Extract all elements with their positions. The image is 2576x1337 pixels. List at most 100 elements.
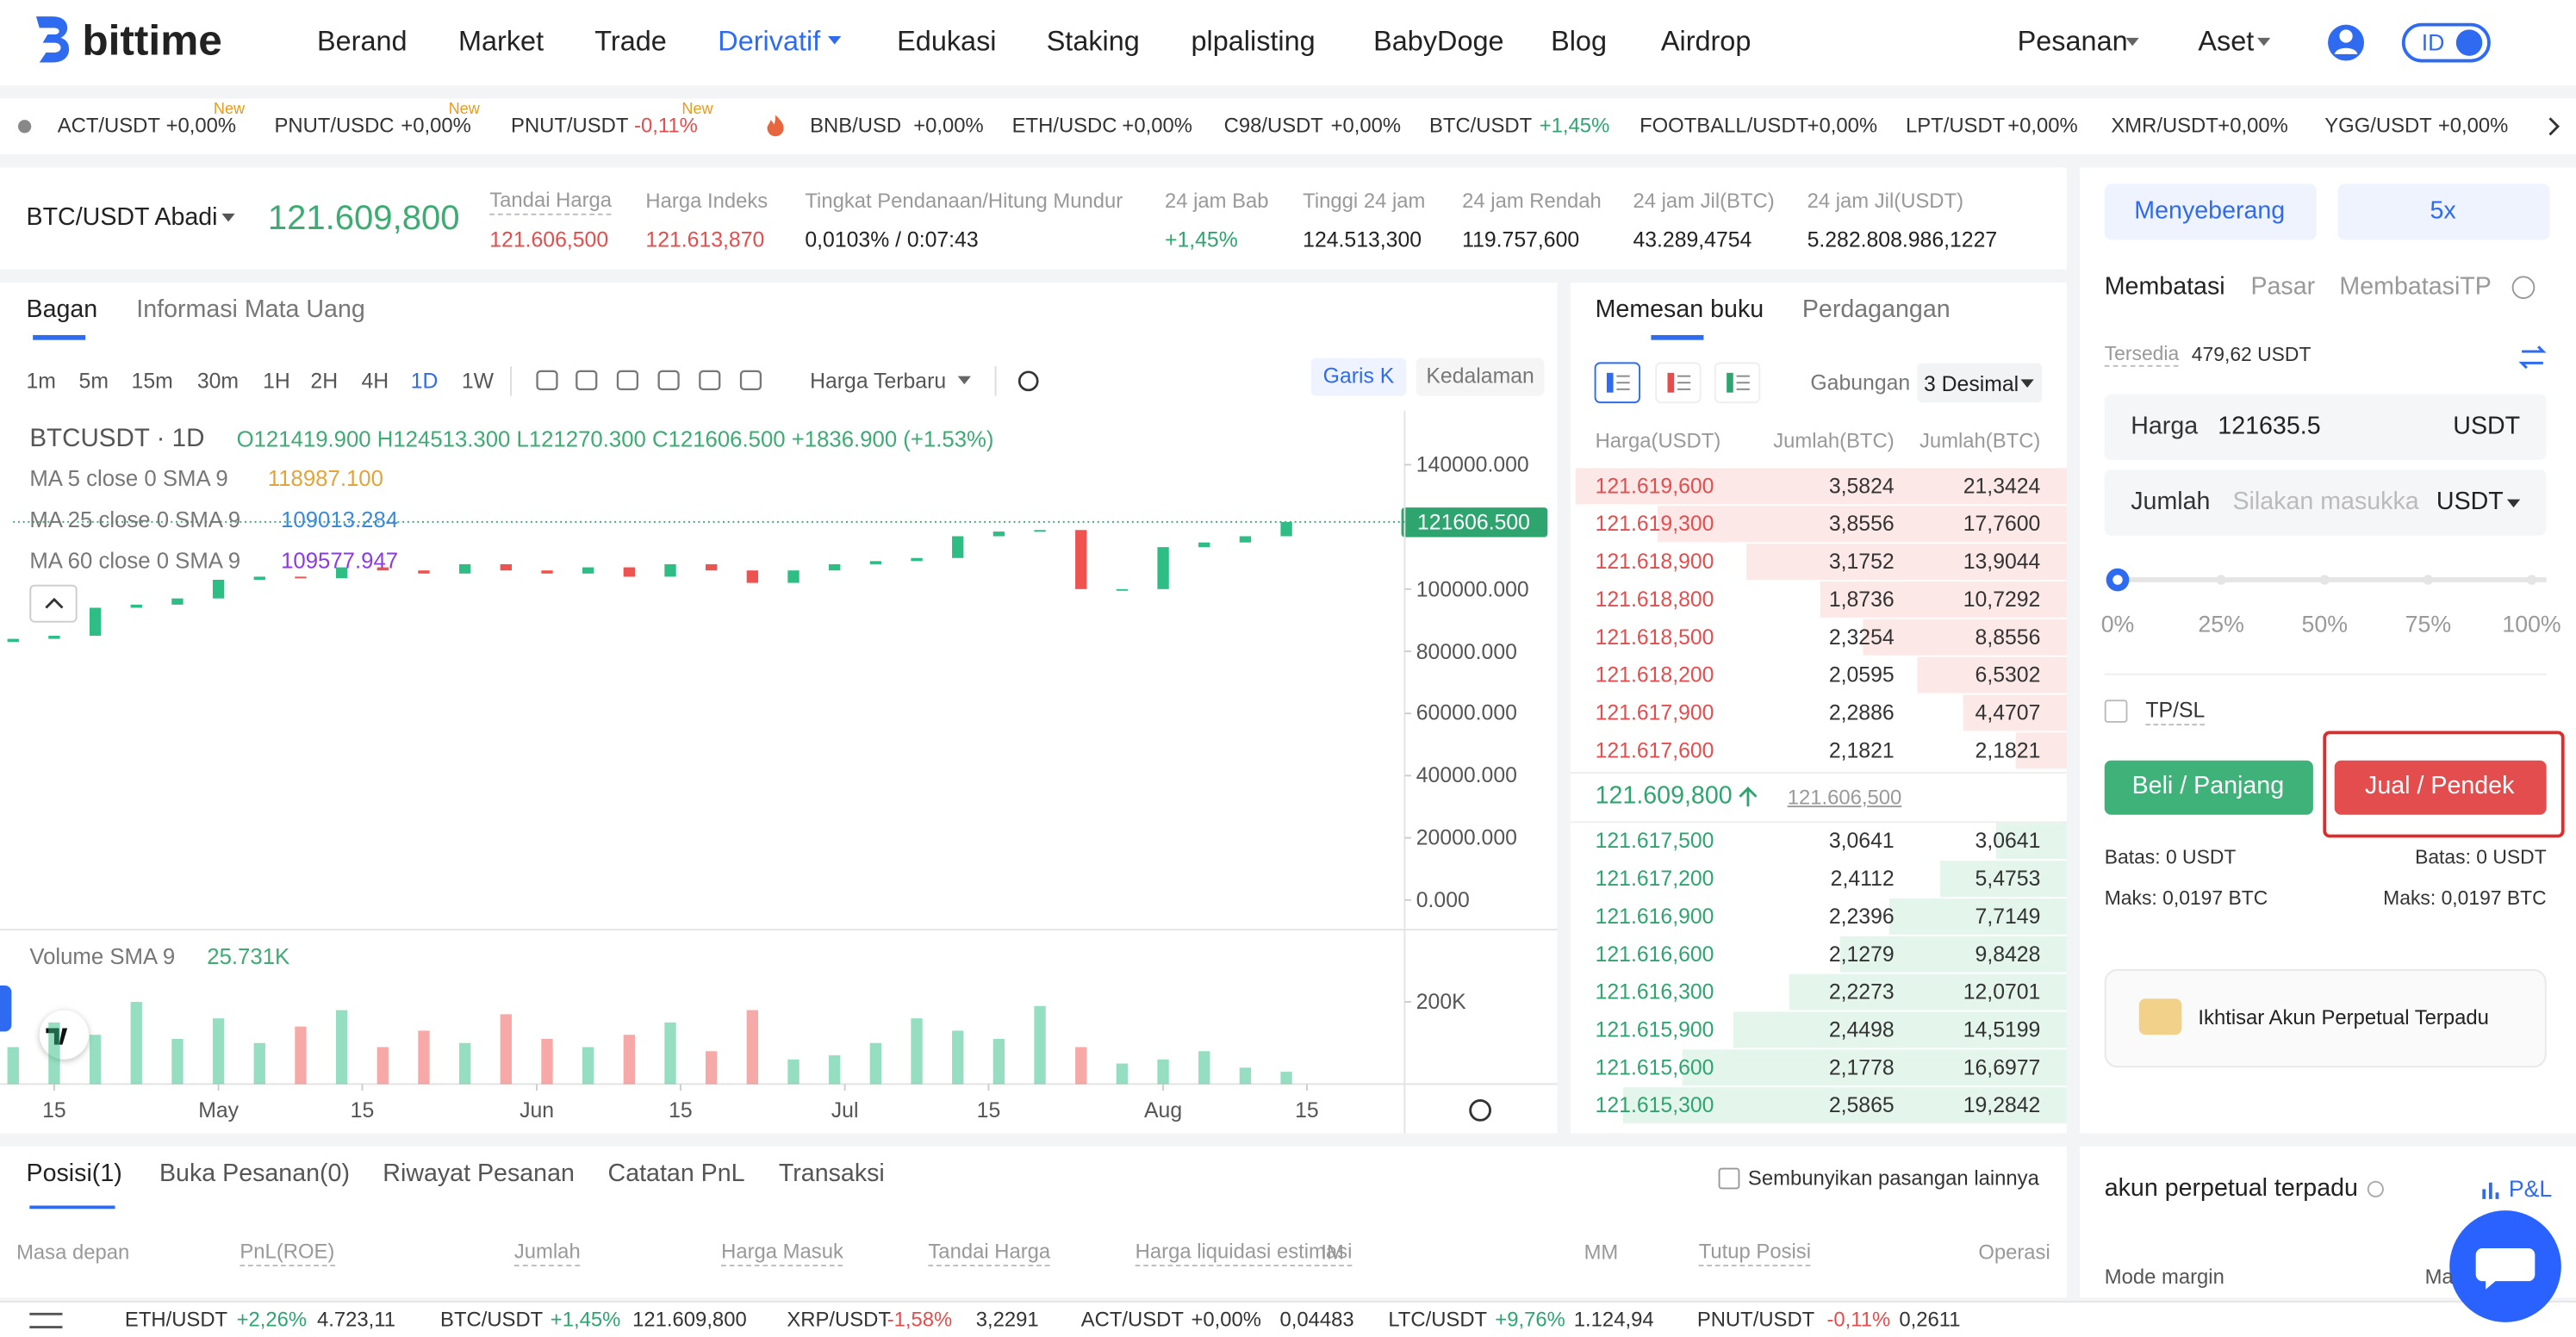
nav-item[interactable]: plpalisting xyxy=(1191,26,1316,58)
toolbar-icon[interactable] xyxy=(616,370,639,391)
nav-item[interactable]: Berand xyxy=(317,26,408,58)
price-source[interactable]: Harga Terbaru xyxy=(810,368,947,394)
ticker-pair[interactable]: LPT/USDT xyxy=(1905,114,2006,138)
position-tab[interactable]: Buka Pesanan(0) xyxy=(159,1160,350,1188)
tpsl[interactable]: TP/SL xyxy=(2145,698,2206,725)
bt-pair[interactable]: BTC/USDT xyxy=(440,1308,544,1332)
hide-others[interactable]: Sembunyikan pasangan lainnya xyxy=(1747,1166,2039,1191)
layout-icon[interactable] xyxy=(1655,362,1702,404)
ob-price[interactable]: 121.617,600 xyxy=(1595,737,1714,763)
ob-price[interactable]: 121.616,900 xyxy=(1595,904,1714,929)
tpsl-checkbox[interactable] xyxy=(2104,700,2128,723)
amount-input[interactable] xyxy=(2104,470,2547,536)
nav-item[interactable]: Airdrop xyxy=(1660,26,1752,58)
buy-button[interactable] xyxy=(2104,760,2313,815)
filter-icon[interactable] xyxy=(29,1312,63,1328)
ticker-arrow[interactable] xyxy=(2548,117,2560,136)
toolbar-icon[interactable] xyxy=(657,370,680,391)
interval[interactable]: 30m xyxy=(196,368,240,394)
toolbar-icon[interactable] xyxy=(536,370,558,391)
ob-price[interactable]: 121.616,600 xyxy=(1595,941,1714,967)
ticker-pair[interactable]: PNUT/USDT xyxy=(511,114,629,138)
margin-mode[interactable]: Menyeberang xyxy=(2134,196,2286,226)
interval[interactable]: 2H xyxy=(310,368,339,394)
ob-price[interactable]: 121.615,300 xyxy=(1595,1092,1714,1117)
nav-item[interactable]: Edukasi xyxy=(897,26,997,58)
position-tab[interactable]: Posisi(1) xyxy=(26,1160,122,1188)
nav-item[interactable]: Trade xyxy=(594,26,667,58)
view[interactable]: Garis K xyxy=(1322,363,1395,389)
settings-icon[interactable] xyxy=(1469,1099,1491,1122)
interval[interactable]: 5m xyxy=(78,368,109,394)
nav-item[interactable]: BabyDoge xyxy=(1373,26,1504,58)
sell-button[interactable] xyxy=(2334,760,2547,815)
nav-right[interactable]: Pesanan xyxy=(2017,26,2128,58)
view-button[interactable] xyxy=(1310,358,1407,396)
leverage[interactable]: 5x xyxy=(2430,196,2456,226)
nav-right[interactable]: Aset xyxy=(2198,26,2255,58)
percent[interactable]: 100% xyxy=(2502,610,2561,637)
lang-toggle[interactable] xyxy=(2401,22,2491,63)
toolbar-icon[interactable] xyxy=(739,370,762,391)
side-tab[interactable] xyxy=(0,985,12,1032)
ob-price[interactable]: 121.619,300 xyxy=(1595,511,1714,536)
ticker-pair[interactable]: YGG/USDT xyxy=(2324,114,2432,138)
bt-pair[interactable]: ETH/USDT xyxy=(124,1308,228,1332)
buy[interactable]: Beli / Panjang xyxy=(2131,772,2285,800)
bt-pair[interactable]: LTC/USDT xyxy=(1388,1308,1488,1332)
ticker-pair[interactable]: XMR/USDT xyxy=(2111,114,2218,138)
interval[interactable]: 1H xyxy=(263,368,290,394)
collapse-button[interactable] xyxy=(29,584,78,623)
reset-icon[interactable] xyxy=(1017,370,1039,392)
interval[interactable]: 1W xyxy=(461,368,495,394)
ob-price[interactable]: 121.616,300 xyxy=(1595,979,1714,1004)
nav-item[interactable]: Staking xyxy=(1046,26,1140,58)
position-tab[interactable]: Transaksi xyxy=(778,1160,885,1188)
order-type[interactable]: MembatasiTP xyxy=(2339,272,2492,301)
tab[interactable]: Perdagangan xyxy=(1801,295,1951,324)
layout-icon[interactable] xyxy=(1594,362,1641,404)
pair[interactable]: BTC/USDT Abadi xyxy=(26,203,218,232)
logo-icon[interactable] xyxy=(35,16,70,63)
ob-price[interactable]: 121.615,900 xyxy=(1595,1017,1714,1042)
ob-price[interactable]: 121.618,800 xyxy=(1595,587,1714,612)
ob-price[interactable]: 121.617,500 xyxy=(1595,828,1714,853)
ticker-pair[interactable]: FOOTBALL/USDT xyxy=(1640,114,1809,138)
ob-price[interactable]: 121.615,600 xyxy=(1595,1054,1714,1080)
pnl[interactable]: P&L xyxy=(2508,1175,2553,1202)
ticker-pair[interactable]: ACT/USDT xyxy=(57,114,160,138)
sell[interactable]: Jual / Pendek xyxy=(2365,772,2515,800)
percent[interactable]: 75% xyxy=(2405,610,2452,637)
hide-checkbox[interactable] xyxy=(1718,1167,1740,1190)
interval[interactable]: 1D xyxy=(410,368,439,394)
margin-button[interactable] xyxy=(2104,183,2317,240)
ticker-pair[interactable]: ETH/USDC xyxy=(1011,114,1117,138)
ob-price[interactable]: 121.619,600 xyxy=(1595,473,1714,499)
toggle-knob[interactable] xyxy=(2455,29,2483,56)
ob-price[interactable]: 121.617,200 xyxy=(1595,866,1714,891)
eye-icon[interactable] xyxy=(2367,1180,2384,1197)
ob-price[interactable]: 121.618,500 xyxy=(1595,624,1714,650)
decimals[interactable]: 3 Desimal xyxy=(1923,371,2019,396)
decimals-dropdown[interactable] xyxy=(1917,363,2043,403)
nav-item[interactable]: Blog xyxy=(1551,26,1607,58)
overview[interactable]: Ikhtisar Akun Perpetual Terpadu xyxy=(2198,1005,2489,1029)
nav-item[interactable]: Derivatif xyxy=(718,26,821,58)
ob-price[interactable]: 121.617,900 xyxy=(1595,700,1714,725)
ob-price[interactable]: 121.618,200 xyxy=(1595,662,1714,687)
toolbar-icon[interactable] xyxy=(699,370,721,391)
interval[interactable]: 15m xyxy=(131,368,173,394)
ticker-pair[interactable]: C98/USDT xyxy=(1223,114,1323,138)
order-type[interactable]: Membatasi xyxy=(2104,272,2225,301)
bt-pair[interactable]: ACT/USDT xyxy=(1080,1308,1184,1332)
position-tab[interactable]: Catatan PnL xyxy=(607,1160,745,1188)
tab[interactable]: Memesan buku xyxy=(1595,295,1764,324)
leverage-button[interactable] xyxy=(2337,183,2550,240)
swap-icon[interactable] xyxy=(2518,345,2547,370)
layout-icon[interactable] xyxy=(1714,362,1761,404)
percent[interactable]: 25% xyxy=(2198,610,2244,637)
percent[interactable]: 0% xyxy=(2100,610,2135,637)
order-type[interactable]: Pasar xyxy=(2250,272,2316,301)
lang[interactable]: ID xyxy=(2421,28,2445,56)
toolbar-icon[interactable] xyxy=(576,370,598,391)
